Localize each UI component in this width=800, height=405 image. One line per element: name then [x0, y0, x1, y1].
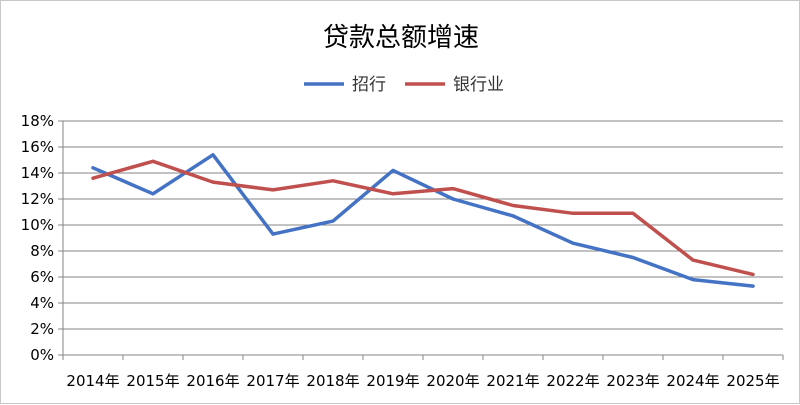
y-axis: 0% 2% 4% 6% 8% 10% 12% 14% 16% 18% [21, 112, 64, 364]
data-point [391, 168, 395, 172]
x-tick-label: 2020年 [426, 372, 479, 390]
chart-title: 贷款总额增速 [323, 23, 479, 53]
y-tick-label: 0% [30, 346, 54, 364]
data-point [451, 187, 455, 191]
data-point [391, 192, 395, 196]
y-tick-label: 14% [21, 164, 54, 182]
data-point [331, 179, 335, 183]
y-tick-label: 2% [30, 320, 54, 338]
y-tick-label: 6% [30, 268, 54, 286]
y-tick-label: 16% [21, 138, 54, 156]
x-tick-label: 2025年 [726, 372, 779, 390]
data-point [91, 166, 95, 170]
series-lines [91, 153, 755, 288]
data-point [91, 176, 95, 180]
x-tick-label: 2021年 [486, 372, 539, 390]
x-tick-label: 2014年 [66, 372, 119, 390]
data-point [631, 256, 635, 259]
x-tick-label: 2022年 [546, 372, 599, 390]
legend-label-zhaohang: 招行 [352, 75, 386, 95]
y-tick-label: 18% [21, 112, 54, 130]
x-tick-label: 2018年 [306, 372, 359, 390]
x-tick-label: 2023年 [606, 372, 659, 390]
data-point [751, 284, 755, 288]
data-point [691, 258, 695, 262]
data-point [571, 241, 575, 245]
data-point [271, 188, 275, 192]
data-point [691, 278, 695, 282]
data-point [211, 153, 215, 157]
legend-label-yinhangye: 银行业 [453, 75, 504, 95]
gridlines [63, 120, 783, 356]
data-point [271, 232, 275, 236]
data-point [211, 180, 215, 184]
x-tick-label: 2015年 [126, 372, 179, 390]
series-line-yinhangye [91, 159, 755, 277]
x-tick-label: 2019年 [366, 372, 419, 390]
data-point [451, 197, 455, 201]
x-tick-label: 2017年 [246, 372, 299, 390]
data-point [511, 204, 515, 207]
x-tick-label: 2016年 [186, 372, 239, 390]
data-point [331, 219, 335, 223]
x-tick-label: 2024年 [666, 372, 719, 390]
data-point [151, 159, 155, 163]
data-point [751, 272, 755, 276]
x-axis: 2014年 2015年 2016年 2017年 2018年 2019年 2020年 2021年… [62, 355, 784, 390]
data-point [571, 211, 575, 215]
data-point [511, 214, 515, 218]
y-tick-label: 10% [21, 216, 54, 234]
y-tick-label: 4% [30, 294, 54, 312]
y-tick-label: 8% [30, 242, 54, 260]
legend: 招行 银行业 [304, 75, 504, 95]
series-line-zhaohang [91, 153, 755, 288]
data-point [151, 192, 155, 196]
data-point [631, 211, 635, 215]
y-tick-label: 12% [21, 190, 54, 208]
